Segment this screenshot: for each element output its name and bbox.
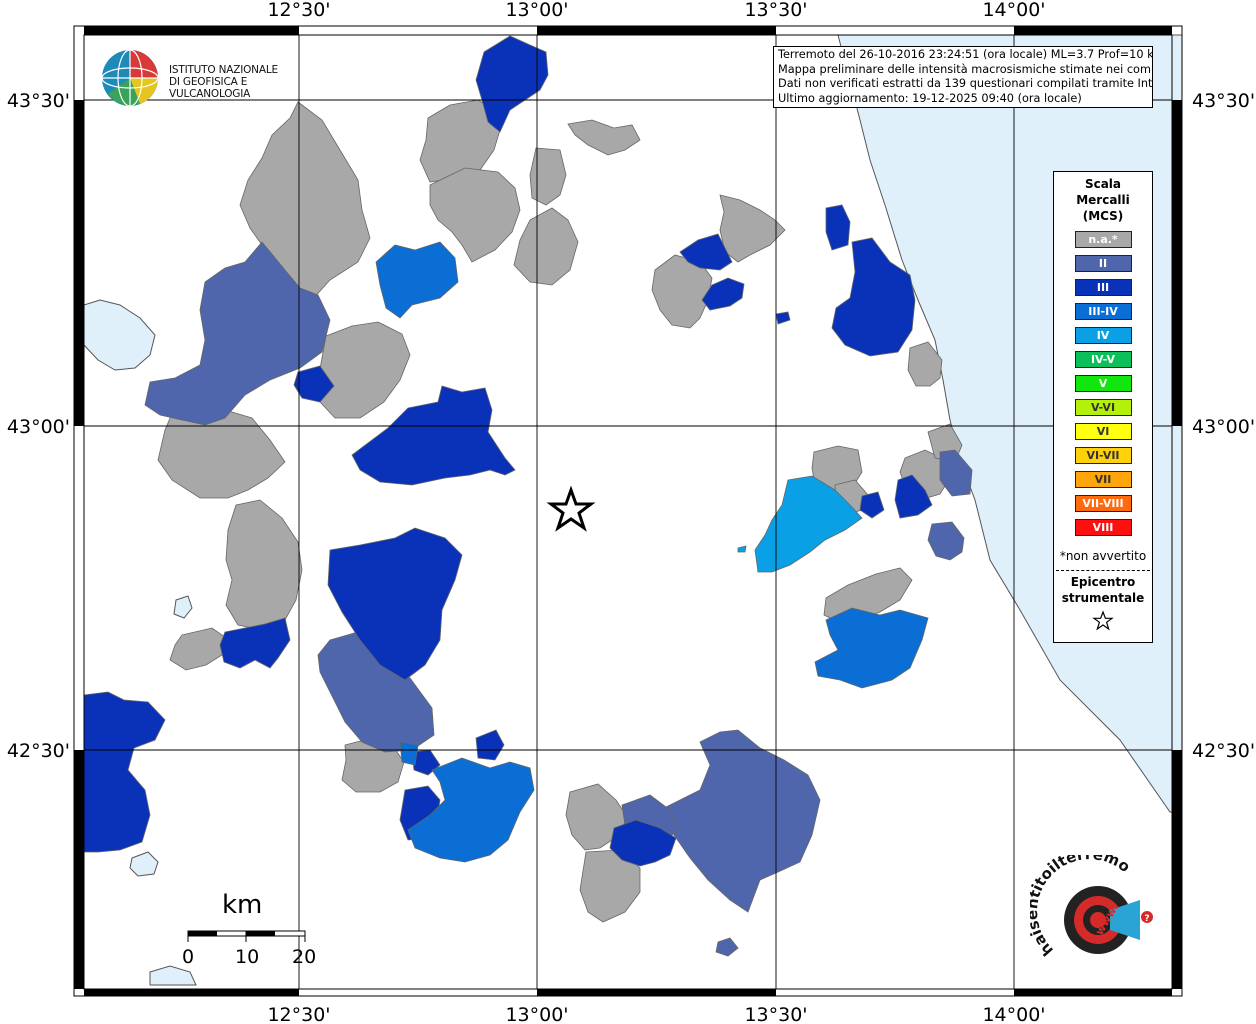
legend-swatch-v-vi: V-VI	[1074, 399, 1132, 416]
municipalities-ii	[144, 241, 973, 957]
hst-emblem-icon: ? haisentitoilterremoto.it	[1023, 841, 1153, 960]
lat-label-left-3: 42°30'	[7, 740, 70, 762]
info-line-3: Dati non verificati estratti da 139 ques…	[778, 77, 1153, 91]
lat-label-right-2: 43°00'	[1192, 416, 1255, 438]
lon-label-top-1: 12°30'	[267, 0, 330, 21]
lon-label-bottom-1: 12°30'	[267, 1004, 330, 1024]
municipalities-iii	[83, 35, 933, 867]
legend-swatch-viii: VIII	[1074, 519, 1132, 536]
earthquake-info-box: Terremoto del 26-10-2016 23:24:51 (ora l…	[773, 46, 1153, 108]
lon-label-bottom-4: 14°00'	[982, 1004, 1045, 1024]
legend-separator	[1056, 570, 1150, 571]
hst-logo: ? haisentitoilterremoto.it www.	[1023, 841, 1165, 975]
scale-label-20: 20	[292, 946, 317, 968]
legend-swatch-vii-viii: VII-VIII	[1074, 495, 1132, 512]
lake-small-2	[129, 851, 159, 877]
ingv-logo: ISTITUTO NAZIONALE DI GEOFISICA E VULCAN…	[100, 48, 320, 110]
scale-label-10: 10	[235, 946, 260, 968]
lon-label-top-3: 13°30'	[744, 0, 807, 21]
legend-swatch-ii: II	[1074, 255, 1132, 272]
mcs-legend: Scala Mercalli (MCS) n.a.* II III III-IV IV I…	[1053, 171, 1153, 643]
lon-label-bottom-3: 13°30'	[744, 1004, 807, 1024]
municipalities-iv	[737, 475, 863, 573]
legend-title-2: Mercalli	[1076, 193, 1130, 207]
scale-label-0: 0	[182, 946, 195, 968]
legend-items: n.a.* II III III-IV IV IV-V V V-VI VI VI-VII VII VI…	[1054, 231, 1152, 536]
lat-label-left-2: 43°00'	[7, 416, 70, 438]
map-frame	[73, 25, 1183, 997]
legend-swatch-v: V	[1074, 375, 1132, 392]
legend-note: *non avvertito	[1059, 549, 1147, 563]
legend-swatch-iii: III	[1074, 279, 1132, 296]
municipalities-iii-iv	[375, 241, 929, 863]
lat-label-left-1: 43°30'	[7, 90, 70, 112]
legend-title-1: Scala	[1084, 177, 1122, 191]
lon-label-top-4: 14°00'	[982, 0, 1045, 21]
lake-small-1	[173, 595, 193, 619]
scale-title: km	[222, 890, 263, 920]
legend-swatch-n-a: n.a.*	[1074, 231, 1132, 248]
legend-epicenter-1: Epicentro	[1070, 575, 1136, 589]
info-line-1: Terremoto del 26-10-2016 23:24:51 (ora l…	[778, 48, 1153, 61]
logo-line-1: ISTITUTO NAZIONALE	[169, 64, 278, 76]
lake-small-3	[149, 965, 197, 986]
info-line-4: Ultimo aggiornamento: 19-12-2025 09:40 (…	[778, 91, 1082, 105]
legend-swatch-iv-v: IV-V	[1074, 351, 1132, 368]
svg-text:?: ?	[1144, 914, 1149, 924]
lon-label-top-2: 13°00'	[505, 0, 568, 21]
legend-swatch-iii-iv: III-IV	[1074, 303, 1132, 320]
lon-label-bottom-2: 13°00'	[505, 1004, 568, 1024]
legend-swatch-vi: VI	[1074, 423, 1132, 440]
legend-title-3: (MCS)	[1082, 209, 1124, 223]
legend-epicenter-2: strumentale	[1061, 591, 1145, 605]
legend-swatch-iv: IV	[1074, 327, 1132, 344]
km-scale-bar	[187, 930, 306, 942]
logo-line-2: DI GEOFISICA E VULCANOLOGIA	[169, 76, 251, 100]
epicenter-star-icon	[546, 485, 596, 532]
globe-icon	[101, 49, 159, 107]
lat-label-right-1: 43°30'	[1192, 90, 1255, 112]
legend-swatch-vi-vii: VI-VII	[1074, 447, 1132, 464]
lat-label-right-3: 42°30'	[1192, 740, 1255, 762]
lake-trasimeno	[83, 299, 156, 371]
legend-swatch-vii: VII	[1074, 471, 1132, 488]
legend-star-icon	[1092, 610, 1114, 631]
info-line-2: Mappa preliminare delle intensità macros…	[778, 62, 1153, 76]
